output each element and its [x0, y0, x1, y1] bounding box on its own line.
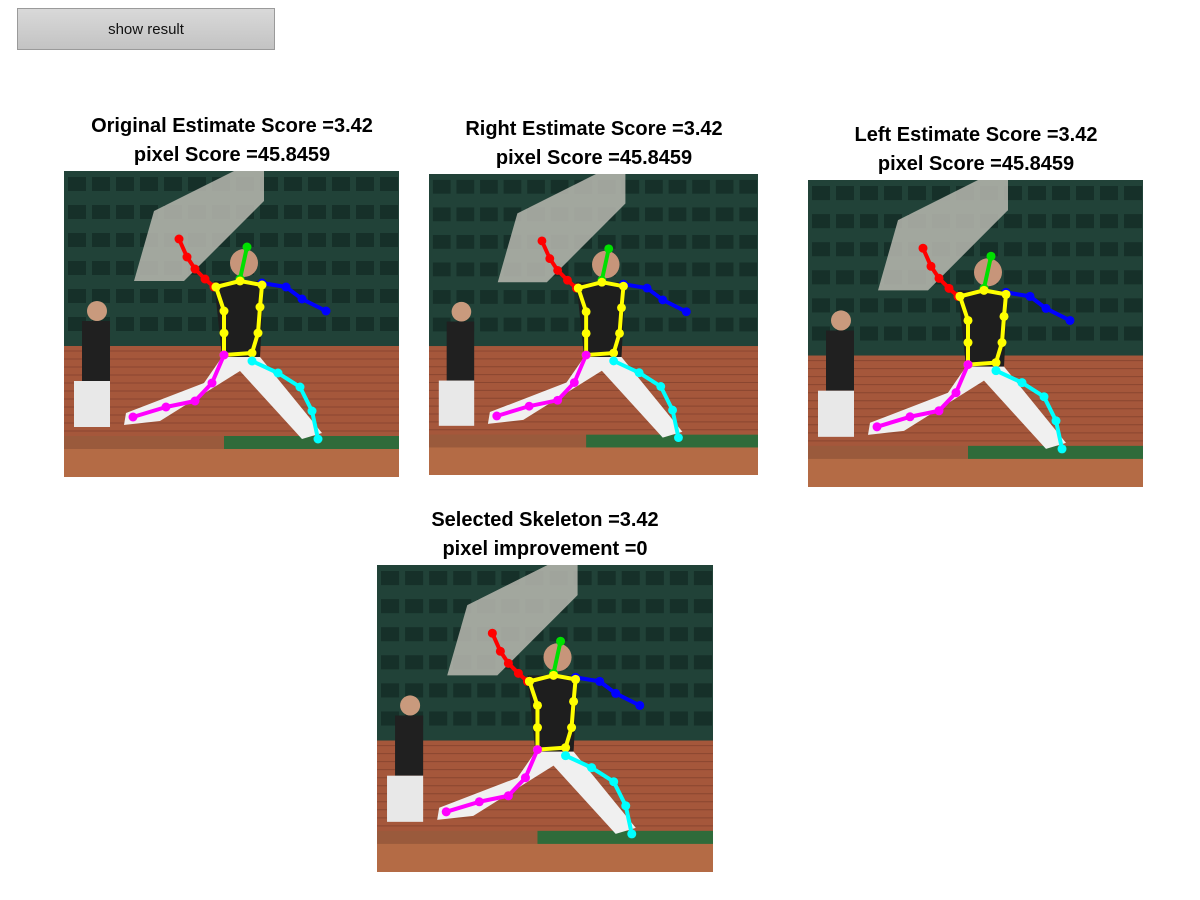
- skeleton-right-leg: [441, 745, 542, 817]
- skeleton-left-leg: [609, 356, 683, 443]
- selected-skeleton-title: Selected Skeleton =3.42 pixel improvemen…: [377, 506, 713, 564]
- left-estimate-title: Left Estimate Score =3.42 pixel Score =4…: [808, 121, 1144, 179]
- selected-skeleton-score: Selected Skeleton =3.42: [431, 509, 659, 531]
- skeleton-left-leg: [247, 356, 323, 444]
- original-estimate-image: [64, 171, 399, 477]
- right-estimate-title: Right Estimate Score =3.42 pixel Score =…: [429, 115, 759, 173]
- pitcher-photo: [377, 565, 713, 872]
- original-estimate-score: Original Estimate Score =3.42: [91, 115, 373, 137]
- skeleton-right-arm: [487, 628, 532, 686]
- pitcher-photo: [808, 180, 1143, 487]
- original-estimate-title: Original Estimate Score =3.42 pixel Scor…: [64, 112, 400, 170]
- skeleton-left-leg: [561, 751, 637, 839]
- skeleton-left-leg: [991, 366, 1067, 454]
- skeleton-torso: [573, 277, 628, 360]
- pitcher-photo: [429, 174, 758, 475]
- right-estimate-score: Right Estimate Score =3.42: [465, 118, 723, 140]
- pitcher-photo: [64, 171, 399, 477]
- skeleton-right-leg: [128, 350, 229, 422]
- left-estimate-image: [808, 180, 1143, 487]
- skeleton-right-leg: [872, 360, 973, 432]
- left-pixel-score: pixel Score =45.8459: [877, 153, 1075, 175]
- original-pixel-score: pixel Score =45.8459: [133, 144, 331, 166]
- right-estimate-image: [429, 174, 758, 475]
- left-estimate-score: Left Estimate Score =3.42: [854, 124, 1098, 146]
- skeleton-right-leg: [492, 350, 591, 421]
- right-pixel-score: pixel Score =45.8459: [495, 147, 693, 169]
- skeleton-left-arm: [619, 279, 691, 317]
- selected-skeleton-image: [377, 565, 713, 872]
- pixel-improvement: pixel improvement =0: [442, 538, 648, 560]
- show-result-button[interactable]: show result: [17, 8, 275, 50]
